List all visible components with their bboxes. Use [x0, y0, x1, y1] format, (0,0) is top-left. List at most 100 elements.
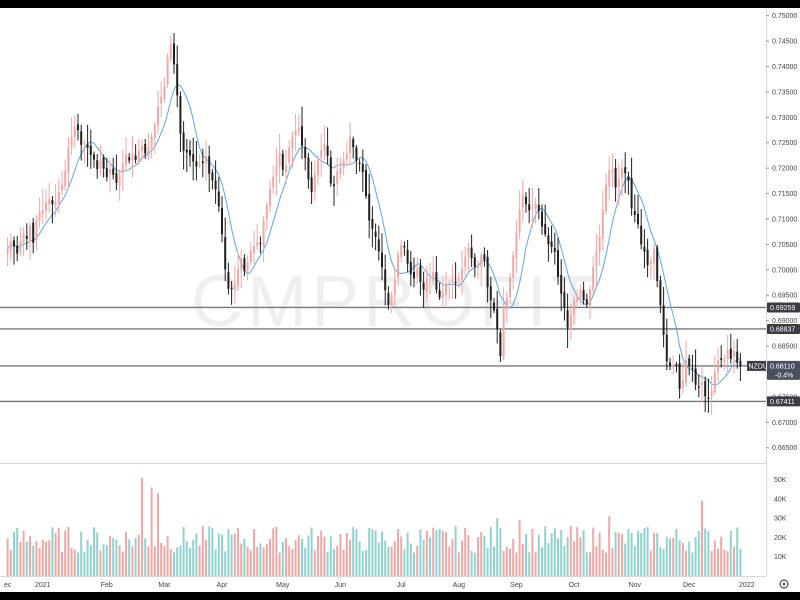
- volume-bar: [198, 545, 201, 576]
- volume-bar: [89, 544, 92, 576]
- volume-bar: [320, 530, 323, 576]
- volume-bar: [157, 493, 159, 576]
- volume-bar: [736, 527, 739, 576]
- candle-body: [51, 200, 54, 205]
- candle-body: [675, 364, 678, 366]
- volume-bar: [179, 545, 182, 576]
- volume-tick-label: 40K: [774, 496, 787, 503]
- candle-body: [112, 168, 115, 175]
- candle-body: [723, 359, 726, 362]
- candle-body: [544, 224, 547, 235]
- candle-body: [377, 239, 380, 252]
- candle-body: [611, 170, 614, 173]
- candle-body: [656, 247, 659, 281]
- candle-body: [272, 176, 275, 188]
- candle-body: [573, 300, 575, 316]
- last-price-change-label: -0.4%: [775, 372, 793, 379]
- candle-body: [214, 180, 217, 190]
- candle-body: [429, 278, 431, 280]
- candle-body: [134, 155, 137, 161]
- candlestick-chart[interactable]: CMPROFIT 0.750000.745000.740000.735000.7…: [0, 8, 800, 592]
- volume-bar: [70, 548, 73, 576]
- volume-bar: [550, 533, 553, 576]
- volume-bar: [105, 545, 108, 576]
- candle-body: [499, 332, 502, 357]
- candle-body: [432, 271, 435, 281]
- candle-body: [329, 157, 332, 184]
- grid-layer: [0, 8, 767, 577]
- candle-body: [736, 351, 739, 363]
- candle-body: [131, 153, 134, 161]
- volume-bar: [291, 548, 294, 576]
- price-tick-label: 0.74000: [772, 64, 797, 71]
- candle-body: [582, 290, 585, 301]
- volume-bar: [230, 534, 233, 576]
- volume-bar: [489, 526, 492, 576]
- volume-bar: [83, 552, 86, 576]
- volume-bar: [630, 532, 633, 576]
- candle-body: [342, 159, 345, 169]
- volume-bar: [288, 546, 291, 576]
- candle-body: [102, 157, 105, 169]
- candle-body: [605, 184, 607, 211]
- volume-bar: [275, 526, 278, 576]
- volume-bar: [733, 546, 735, 576]
- candle-body: [509, 277, 511, 298]
- candle-body: [233, 284, 236, 291]
- candle-body: [496, 308, 499, 330]
- volume-bar: [633, 545, 636, 576]
- candle-body: [374, 231, 377, 237]
- candle-body: [345, 153, 348, 160]
- candles: [6, 33, 742, 416]
- candle-body: [45, 202, 47, 211]
- candle-body: [425, 277, 428, 293]
- candle-body: [185, 149, 188, 153]
- volume-bar: [35, 540, 38, 576]
- candle-body: [483, 254, 486, 260]
- time-tick-label: Sep: [510, 582, 523, 589]
- candle-body: [19, 241, 22, 252]
- volume-bar: [237, 528, 239, 576]
- candle-body: [38, 211, 41, 221]
- candle-body: [486, 256, 489, 288]
- time-tick-label: ec: [4, 582, 12, 589]
- volume-bar: [621, 534, 623, 576]
- candle-body: [6, 248, 9, 254]
- volume-bar: [80, 531, 83, 576]
- candle-body: [566, 310, 569, 328]
- candle-body: [249, 250, 252, 263]
- candle-body: [537, 204, 540, 211]
- volume-bar: [153, 546, 156, 576]
- price-tick-label: 0.70000: [772, 267, 797, 274]
- level-price-tag-label: 0.67411: [770, 399, 795, 406]
- candle-body: [662, 305, 665, 335]
- candle-body: [208, 156, 211, 174]
- volume-bar: [240, 543, 243, 576]
- candle-body: [473, 257, 476, 267]
- candle-body: [176, 64, 179, 96]
- candle-body: [729, 348, 732, 359]
- volume-bar: [464, 527, 467, 576]
- candle-body: [317, 160, 319, 176]
- candle-body: [105, 168, 108, 178]
- volume-bar: [160, 542, 163, 576]
- settings-gear-icon[interactable]: [779, 579, 789, 589]
- volume-bar: [454, 526, 457, 576]
- volume-bar: [598, 532, 601, 576]
- time-tick-label: Jun: [335, 582, 346, 589]
- volume-bar: [393, 541, 396, 576]
- volume-bar: [326, 552, 329, 576]
- candle-body: [307, 157, 310, 180]
- volume-bar: [67, 526, 70, 576]
- volume-bar: [195, 533, 198, 576]
- candle-body: [29, 225, 31, 241]
- candle-body: [704, 380, 707, 397]
- candle-body: [121, 163, 124, 174]
- price-tick-label: 0.75000: [772, 13, 797, 20]
- price-tick-label: 0.72000: [772, 166, 797, 173]
- candle-body: [678, 363, 681, 389]
- candle-body: [413, 272, 415, 279]
- candle-body: [569, 314, 572, 331]
- time-axis: ec 2021 Feb Mar Apr May Jun Jul Aug Sep Oct Nov Dec 2…: [4, 582, 755, 589]
- candle-body: [441, 292, 444, 298]
